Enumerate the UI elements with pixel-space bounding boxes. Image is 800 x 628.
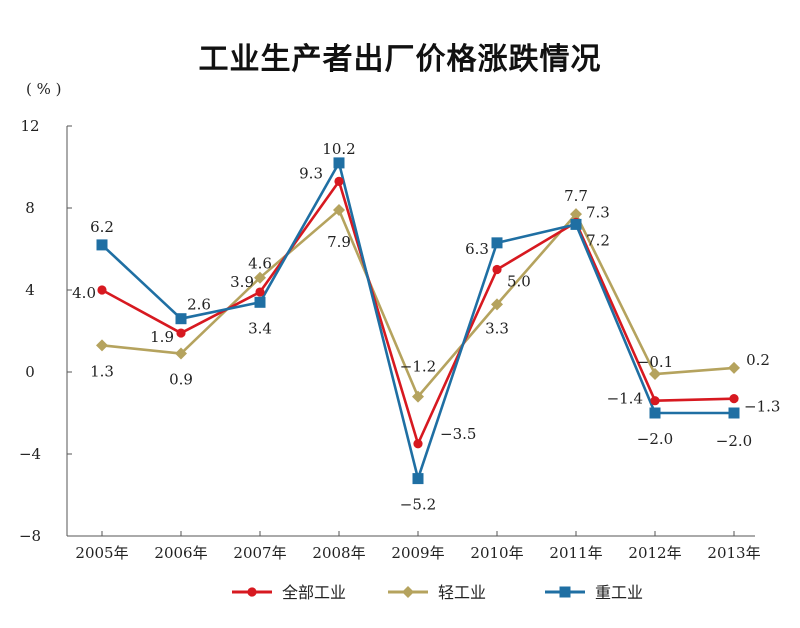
data-point-marker — [255, 287, 265, 297]
data-label: −2.0 — [716, 432, 752, 450]
series-markers — [96, 157, 740, 485]
data-label: −1.2 — [400, 358, 436, 376]
data-point-marker — [491, 237, 503, 249]
data-label: 3.3 — [485, 319, 509, 337]
data-label: −2.0 — [637, 430, 673, 448]
data-point-marker — [728, 361, 740, 374]
data-point-marker — [96, 239, 108, 251]
data-point-marker — [97, 285, 107, 295]
legend-label-2: 轻工业 — [438, 583, 486, 602]
data-labels: 4.0 1.9 3.9 9.3 −3.5 5.0 7.3 −1.4 −1.3 1.3 0.9 4.6 7… — [72, 140, 780, 514]
x-tick-label: 2012年 — [628, 544, 681, 562]
x-tick-label: 2008年 — [312, 544, 365, 562]
data-label: 0.9 — [169, 371, 193, 389]
data-point-marker — [413, 439, 423, 449]
data-point-marker — [412, 390, 424, 403]
x-tick-label: 2005年 — [75, 544, 128, 562]
x-tick-label: 2013年 — [707, 544, 760, 562]
data-label: 3.9 — [230, 273, 254, 291]
x-tick-label: 2011年 — [549, 544, 602, 562]
y-tick-label: 4 — [25, 281, 35, 299]
x-tick-label: 2010年 — [470, 544, 523, 562]
data-label: 4.0 — [72, 284, 96, 302]
data-label: 7.7 — [564, 187, 588, 205]
data-label: 9.3 — [299, 164, 323, 182]
legend-marker-1 — [247, 587, 257, 597]
data-label: 2.6 — [187, 296, 211, 314]
data-point-marker — [176, 328, 186, 338]
data-point-marker — [570, 208, 582, 221]
legend: 全部工业 轻工业 重工业 — [232, 583, 643, 602]
data-label: 3.4 — [248, 319, 272, 337]
data-label: 7.2 — [586, 231, 610, 249]
x-tick-label: 2007年 — [233, 544, 286, 562]
data-label: 7.9 — [327, 233, 351, 251]
legend-label-3: 重工业 — [595, 583, 643, 602]
data-point-marker — [649, 368, 661, 381]
data-point-marker — [96, 339, 108, 352]
data-point-marker — [649, 407, 661, 419]
data-label: 0.2 — [746, 351, 770, 369]
y-tick-label: 8 — [25, 199, 35, 217]
y-axis-unit-label: ( % ) — [26, 80, 62, 98]
data-label: −5.2 — [400, 496, 436, 514]
data-label: 7.3 — [586, 203, 610, 221]
data-point-marker — [728, 407, 740, 419]
data-label: 6.2 — [90, 218, 114, 236]
data-point-marker — [650, 396, 660, 406]
legend-marker-2 — [402, 586, 414, 598]
x-tick-label: 2006年 — [154, 544, 207, 562]
data-point-marker — [175, 313, 187, 325]
data-point-marker — [491, 298, 503, 311]
data-label: 5.0 — [507, 273, 531, 291]
y-tick-label: −4 — [19, 445, 41, 463]
data-label: −0.1 — [637, 353, 673, 371]
x-tick-label: 2009年 — [391, 544, 444, 562]
data-label: 10.2 — [322, 140, 355, 158]
data-point-marker — [333, 204, 345, 217]
data-point-marker — [570, 218, 582, 230]
chart-title: 工业生产者出厂价格涨跌情况 — [198, 42, 602, 77]
data-point-marker — [175, 347, 187, 360]
data-label: −3.5 — [440, 425, 476, 443]
data-label: 1.3 — [90, 362, 114, 380]
legend-marker-3 — [559, 586, 571, 598]
data-point-marker — [334, 176, 344, 186]
data-label: 4.6 — [248, 255, 272, 273]
data-point-marker — [729, 394, 739, 404]
y-tick-label: −8 — [19, 527, 41, 545]
data-label: 1.9 — [150, 328, 174, 346]
data-label: 6.3 — [465, 240, 489, 258]
legend-label-1: 全部工业 — [282, 583, 346, 602]
data-point-marker — [254, 271, 266, 284]
data-point-marker — [333, 157, 345, 169]
data-point-marker — [412, 473, 424, 485]
data-point-marker — [254, 296, 266, 308]
y-tick-label: 0 — [25, 363, 35, 381]
axes: 12 8 4 0 −4 −8 2005年 2006年 2007年 2008年 2009年 2010年 2… — [19, 117, 761, 562]
y-tick-label: 12 — [20, 117, 39, 135]
data-point-marker — [492, 264, 502, 275]
data-label: −1.3 — [744, 398, 780, 416]
data-label: −1.4 — [607, 390, 643, 408]
